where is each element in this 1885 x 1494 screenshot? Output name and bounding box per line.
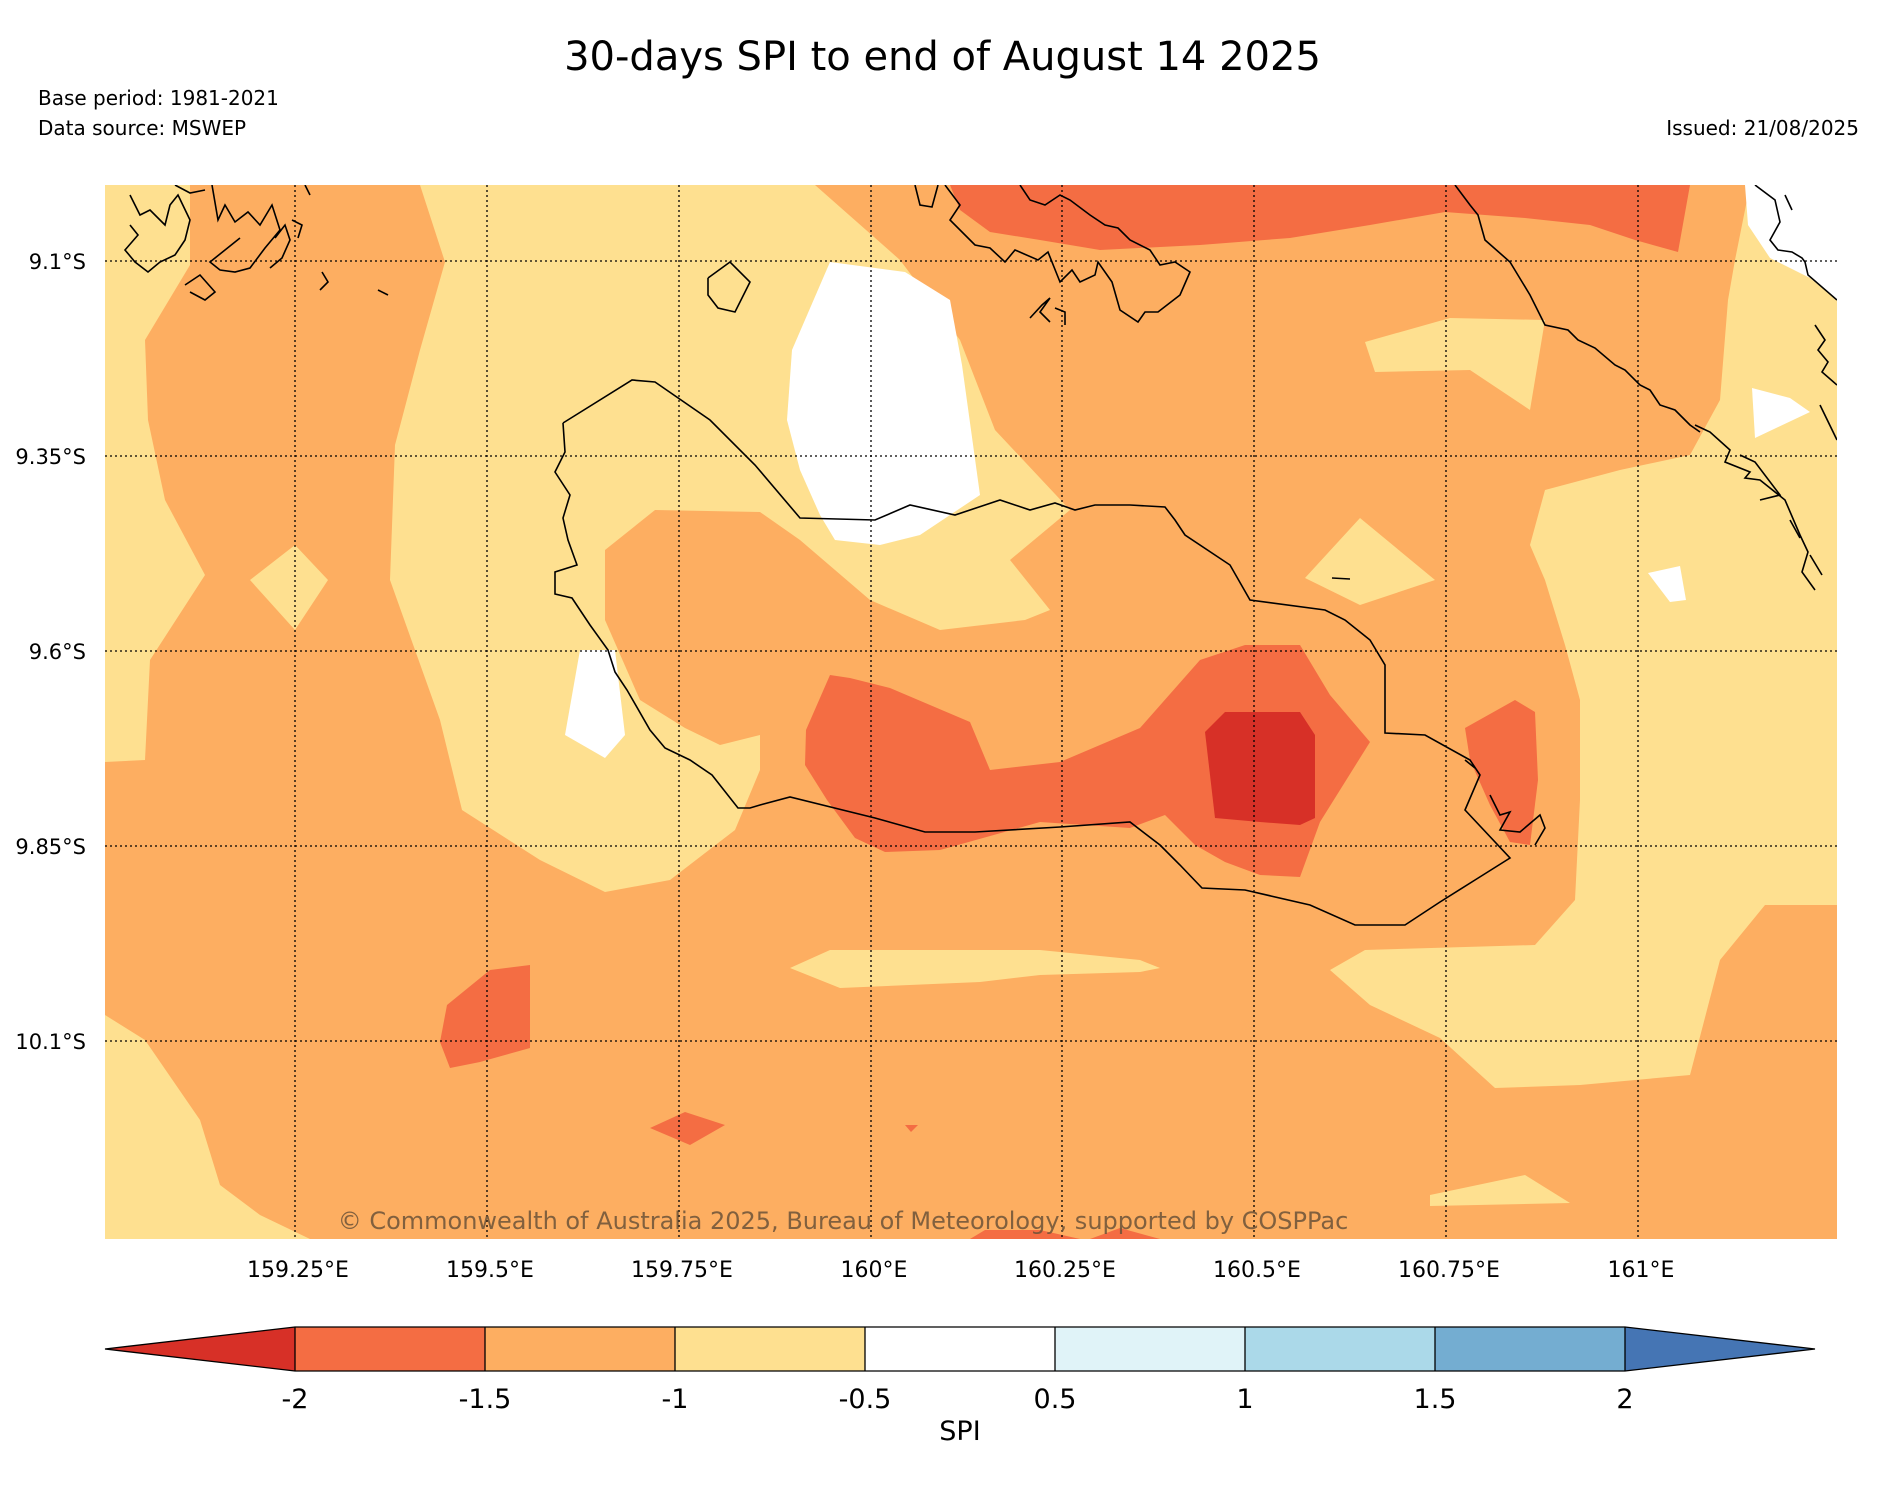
coastline-north-islands — [184, 273, 217, 301]
coastline-north-islands — [174, 185, 206, 194]
colorbar-tick: -1 — [662, 1384, 689, 1415]
spi-region-lt-m2 — [1205, 712, 1315, 825]
longitude-labels: 159.25°E 159.5°E 159.75°E 160°E 160.25°E… — [247, 1258, 1674, 1283]
coastline-main-island — [554, 379, 1512, 926]
colorbar-tick: 0.5 — [1034, 1384, 1077, 1415]
colorbar-segment — [1245, 1327, 1435, 1371]
graticule — [105, 185, 1837, 1239]
coastline-north-islands — [269, 223, 291, 269]
coastline-north-islands — [123, 193, 191, 274]
coastline-north-islands — [914, 185, 939, 208]
coastline-islet — [1489, 794, 1546, 846]
spi-region-m1-m05 — [1430, 1175, 1570, 1206]
coastline-north-islands — [1784, 194, 1793, 211]
lat-label: 9.35°S — [15, 445, 86, 469]
lon-label: 159.5°E — [446, 1258, 534, 1283]
spi-region-m05-05 — [1752, 388, 1810, 438]
coastline-north-islands — [208, 185, 281, 273]
coastline-north-islands — [319, 271, 330, 291]
spi-region-m1-m05 — [105, 1015, 310, 1239]
lat-label: 9.1°S — [29, 250, 86, 274]
lon-label: 161°E — [1608, 1258, 1675, 1283]
spi-region-m1-m05 — [1330, 185, 1837, 1088]
lon-label: 160.25°E — [1014, 1258, 1116, 1283]
copyright-notice: © Commonwealth of Australia 2025, Bureau… — [338, 1207, 1349, 1235]
spi-region-m05-05 — [787, 262, 980, 545]
coastline-north-islands — [1809, 554, 1823, 576]
colorbar-extend-low — [105, 1327, 295, 1371]
lon-label: 160.75°E — [1398, 1258, 1500, 1283]
spi-region-m05-05 — [1745, 185, 1837, 300]
spi-region-m1-m05 — [1305, 518, 1435, 605]
coastline-north-islands — [944, 185, 1192, 324]
map-title: 30-days SPI to end of August 14 2025 — [564, 34, 1321, 80]
coastline-north-islands — [1739, 454, 1782, 501]
spi-region-m1-m05 — [105, 185, 205, 762]
coastline-north-islands — [1814, 324, 1837, 386]
lon-label: 159.75°E — [631, 1258, 733, 1283]
spi-region-m05-05 — [565, 650, 625, 758]
spi-region-m1-m05 — [250, 545, 328, 630]
coastline-islet — [707, 260, 751, 313]
coastline-north-islands — [1454, 185, 1701, 433]
spi-region-m1-m05 — [1365, 318, 1545, 410]
colorbar: -2 -1.5 -1 -0.5 0.5 1 1.5 2 SPI — [104, 1326, 1816, 1447]
latitude-labels: 9.1°S 9.35°S 9.6°S 9.85°S 10.1°S — [15, 250, 86, 1054]
spi-region-m2-m15 — [650, 1112, 725, 1145]
colorbar-segment — [865, 1327, 1055, 1371]
data-source-note: Data source: MSWEP — [38, 116, 247, 140]
colorbar-segment — [1055, 1327, 1245, 1371]
spi-region-m2-m15 — [1465, 700, 1538, 845]
colorbar-segment — [675, 1327, 865, 1371]
coastlines — [123, 185, 1837, 926]
colorbar-tick: 1.5 — [1414, 1384, 1457, 1415]
colorbar-ticks: -2 -1.5 -1 -0.5 0.5 1 1.5 2 — [282, 1384, 1634, 1415]
spi-region-m05-05 — [1648, 566, 1686, 602]
lon-label: 160.5°E — [1213, 1258, 1301, 1283]
coastline-north-islands — [1054, 307, 1066, 325]
spi-region-m2-m15 — [440, 965, 530, 1068]
coastline-north-islands — [1819, 404, 1837, 441]
coastline-north-islands — [1694, 424, 1816, 591]
colorbar-tick: -2 — [282, 1384, 309, 1415]
coastline-north-islands — [377, 289, 389, 296]
spi-region-m2-m15 — [905, 1125, 918, 1132]
coastline-north-islands — [1789, 519, 1801, 539]
coastline-islet — [1464, 759, 1476, 769]
colorbar-tick: -1.5 — [459, 1384, 512, 1415]
lat-label: 10.1°S — [15, 1030, 86, 1054]
spi-region-m2-m15 — [970, 1230, 1080, 1239]
colorbar-extend-high — [1625, 1327, 1815, 1371]
colorbar-label: SPI — [939, 1416, 980, 1447]
spi-region-m2-m15 — [950, 185, 1690, 252]
issued-date: Issued: 21/08/2025 — [1666, 116, 1859, 140]
colorbar-segment — [295, 1327, 485, 1371]
base-period-note: Base period: 1981-2021 — [38, 86, 279, 110]
colorbar-segment — [485, 1327, 675, 1371]
lon-label: 160°E — [841, 1258, 908, 1283]
coastline-north-islands — [1029, 297, 1051, 323]
coastline-north-islands — [1754, 185, 1837, 301]
colorbar-tick: 1 — [1236, 1384, 1253, 1415]
spi-region-m2-m15 — [1090, 1228, 1160, 1239]
colorbar-tick: -0.5 — [839, 1384, 892, 1415]
spi-region-m1-m05 — [790, 950, 1160, 988]
colorbar-segment — [1435, 1327, 1625, 1371]
lat-label: 9.85°S — [15, 835, 86, 859]
coastline-islet — [1331, 577, 1351, 580]
coastline-north-islands — [304, 185, 311, 196]
spi-contour-field — [105, 185, 1837, 1239]
colorbar-outline — [104, 1326, 1816, 1372]
lon-label: 159.25°E — [247, 1258, 349, 1283]
lat-label: 9.6°S — [29, 640, 86, 664]
colorbar-tick: 2 — [1616, 1384, 1633, 1415]
